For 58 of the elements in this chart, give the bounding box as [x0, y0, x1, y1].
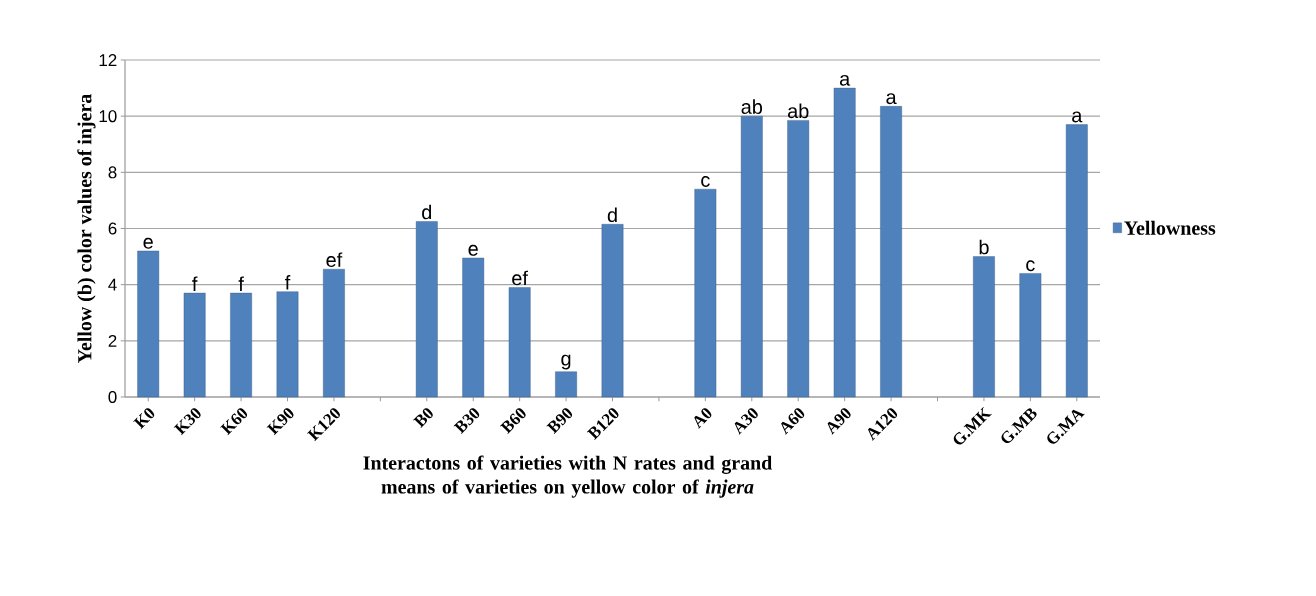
- x-tick-label: K60: [220, 408, 248, 436]
- x-tick-label: B90: [546, 408, 573, 434]
- bar: [230, 292, 252, 398]
- bar: [276, 291, 299, 398]
- bar: [1019, 273, 1042, 398]
- bar: [1065, 124, 1088, 398]
- bar: [740, 115, 763, 398]
- bar: [880, 106, 902, 398]
- annotation: a: [886, 93, 897, 105]
- bar: [415, 221, 438, 398]
- bar: [323, 269, 345, 398]
- annotation: e: [468, 244, 478, 256]
- x-tick-label: B30: [453, 408, 480, 434]
- bar: [601, 224, 624, 398]
- bar: [973, 256, 995, 398]
- x-tick-label: A0: [694, 408, 712, 429]
- bar: [183, 292, 206, 398]
- y-tick-label: 4: [108, 278, 117, 291]
- annotation: c: [701, 176, 710, 187]
- y-tick-label: 2: [108, 334, 117, 347]
- annotation: d: [607, 207, 617, 223]
- bar: [555, 371, 577, 398]
- x-tick-label: K0: [133, 408, 155, 430]
- annotation: g: [561, 354, 571, 370]
- annotation: e: [143, 237, 153, 249]
- y-tick-label: 10: [99, 110, 117, 123]
- annotation: b: [979, 239, 989, 255]
- y-tick-label: 8: [108, 166, 117, 179]
- annotation: a: [1072, 111, 1083, 123]
- annotation: ab: [741, 99, 763, 114]
- annotation: a: [839, 74, 851, 86]
- bar: [833, 87, 856, 398]
- bar: [462, 257, 485, 398]
- annotation: c: [1026, 260, 1035, 272]
- x-tick-label: A90: [827, 408, 851, 435]
- x-tick-label: B0: [413, 408, 433, 428]
- y-tick-label: 0: [108, 391, 117, 403]
- annotation: f: [285, 275, 291, 290]
- annotation: f: [238, 276, 244, 291]
- legend-label: Yellowness: [1124, 220, 1216, 235]
- y-tick-label: 12: [99, 54, 117, 66]
- bar: [137, 250, 160, 398]
- x-axis-title: Interactons of varieties with N rates and grand means of varieties on yellow color of injera: [363, 455, 773, 498]
- x-tick-label: B60: [500, 408, 526, 434]
- x-tick-label: K90: [266, 408, 294, 436]
- annotation: ef: [326, 252, 343, 268]
- x-tick-label: A30: [734, 408, 758, 435]
- x-tick-label: K30: [173, 408, 201, 436]
- y-tick-label: 6: [108, 222, 117, 235]
- annotation: d: [422, 204, 432, 220]
- annotation: f: [192, 276, 198, 291]
- annotation: ef: [512, 270, 528, 286]
- bar: [787, 120, 810, 398]
- bar: [508, 287, 531, 398]
- annotation: ab: [787, 103, 809, 119]
- bar: [694, 188, 717, 398]
- y-axis-title: Yellow (b) color values of injera: [77, 94, 96, 363]
- x-tick-label: A60: [781, 408, 805, 435]
